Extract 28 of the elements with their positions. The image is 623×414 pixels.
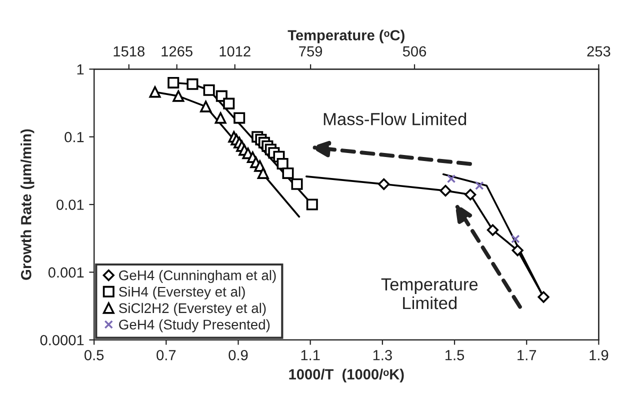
x-tick-label: 1.1 — [301, 350, 320, 360]
annotation: Mass-Flow Limited — [324, 112, 466, 126]
x-tick-label: 1.7 — [518, 350, 536, 360]
x-tick-label: 0.7 — [156, 350, 176, 360]
y-axis-title: Growth Rate (µm/min) — [20, 129, 34, 280]
x-tick-label: 1.9 — [590, 350, 608, 360]
x-tick-label: 1.3 — [373, 350, 392, 360]
legend-label: SiH4 (Everstey et al) — [119, 286, 245, 300]
annotation: Temperature Limited — [381, 278, 478, 310]
x-axis-title: 1000/T (1000/ᵒK) — [289, 368, 404, 382]
y-tick-label: 1 — [77, 64, 84, 74]
x2-axis-title: Temperature (ᵒC) — [288, 30, 404, 44]
text: 506 — [402, 46, 426, 57]
text: 1012 — [220, 46, 250, 57]
text: 1265 — [162, 46, 192, 57]
legend-label: SiCl2H2 (Everstey et al) — [119, 302, 266, 316]
text: 1518 — [114, 46, 144, 57]
x-tick-label: 1.5 — [446, 350, 464, 360]
y-tick-label: 0.01 — [56, 200, 84, 210]
x-tick-label: 0.9 — [228, 350, 248, 360]
y-tick-label: 0.0001 — [40, 334, 84, 346]
legend-label: GeH4 (Study Presented) — [119, 319, 270, 332]
y-tick-label: 0.1 — [64, 132, 84, 142]
text: 759 — [299, 46, 322, 57]
text: 253 — [587, 46, 610, 57]
legend-label: GeH4 (Cunningham et al) — [119, 270, 276, 283]
y-tick-label: 0.001 — [48, 267, 84, 278]
x-tick-label: 0.5 — [84, 350, 104, 360]
